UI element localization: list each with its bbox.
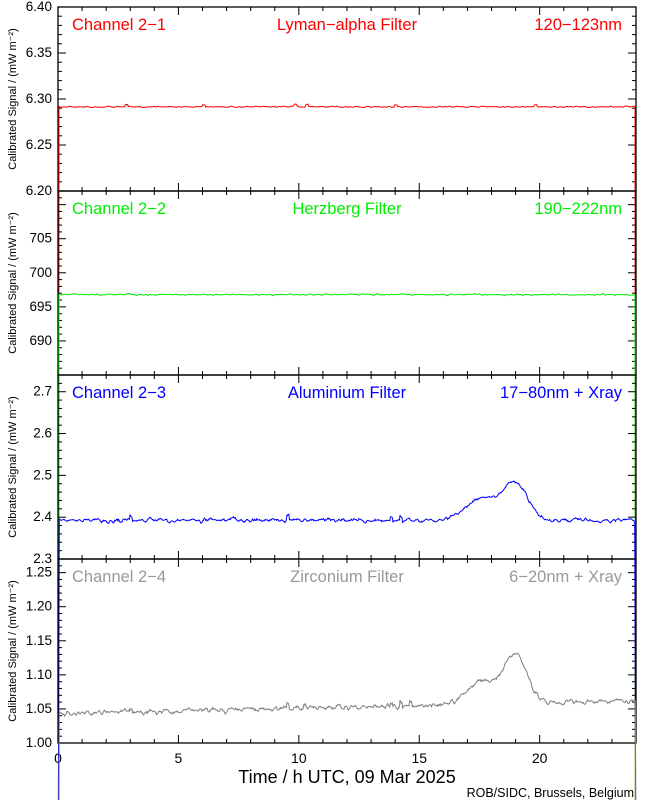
svg-text:Lyman−alpha Filter: Lyman−alpha Filter	[277, 16, 418, 34]
svg-text:20: 20	[532, 750, 548, 766]
svg-text:120−123nm: 120−123nm	[534, 16, 622, 34]
svg-text:Channel 2−1: Channel 2−1	[72, 16, 166, 34]
svg-text:6.40: 6.40	[26, 0, 52, 14]
svg-text:1.05: 1.05	[26, 701, 52, 716]
svg-text:Calibrated Signal / (mW m⁻²): Calibrated Signal / (mW m⁻²)	[7, 212, 19, 354]
svg-text:1.25: 1.25	[26, 565, 52, 580]
svg-text:6.30: 6.30	[26, 91, 52, 106]
svg-text:17−80nm + Xray: 17−80nm + Xray	[500, 384, 623, 402]
svg-text:Aluminium Filter: Aluminium Filter	[288, 384, 407, 402]
svg-text:190−222nm: 190−222nm	[534, 200, 622, 218]
svg-text:1.20: 1.20	[26, 599, 52, 614]
svg-text:15: 15	[411, 750, 427, 766]
svg-text:Channel 2−3: Channel 2−3	[72, 384, 166, 402]
svg-text:Channel 2−2: Channel 2−2	[72, 200, 166, 218]
svg-text:2.7: 2.7	[33, 384, 52, 399]
svg-text:2.4: 2.4	[33, 509, 52, 524]
svg-text:1.15: 1.15	[26, 633, 52, 648]
svg-text:Calibrated Signal / (mW m⁻²): Calibrated Signal / (mW m⁻²)	[7, 580, 19, 722]
svg-text:Calibrated Signal / (mW m⁻²): Calibrated Signal / (mW m⁻²)	[7, 396, 19, 538]
svg-text:6.25: 6.25	[26, 137, 52, 152]
svg-text:690: 690	[29, 333, 52, 348]
svg-text:700: 700	[29, 265, 52, 280]
svg-text:ROB/SIDC, Brussels, Belgium: ROB/SIDC, Brussels, Belgium	[467, 786, 634, 800]
svg-text:6−20nm + Xray: 6−20nm + Xray	[509, 568, 623, 586]
svg-text:5: 5	[175, 750, 183, 766]
svg-text:705: 705	[29, 231, 52, 246]
svg-text:1.10: 1.10	[26, 667, 52, 682]
svg-text:Channel 2−4: Channel 2−4	[72, 568, 166, 586]
svg-text:Zirconium Filter: Zirconium Filter	[290, 568, 404, 586]
svg-text:Calibrated Signal / (mW m⁻²): Calibrated Signal / (mW m⁻²)	[7, 28, 19, 170]
svg-text:10: 10	[291, 750, 307, 766]
svg-text:Herzberg Filter: Herzberg Filter	[292, 200, 402, 218]
svg-text:2.6: 2.6	[33, 426, 52, 441]
svg-text:Time / h UTC, 09 Mar 2025: Time / h UTC, 09 Mar 2025	[238, 767, 455, 787]
svg-text:6.20: 6.20	[26, 183, 52, 198]
svg-text:2.5: 2.5	[33, 467, 52, 482]
svg-text:6.35: 6.35	[26, 45, 52, 60]
svg-text:1.00: 1.00	[26, 735, 52, 750]
svg-text:695: 695	[29, 299, 52, 314]
svg-text:0: 0	[54, 750, 62, 766]
